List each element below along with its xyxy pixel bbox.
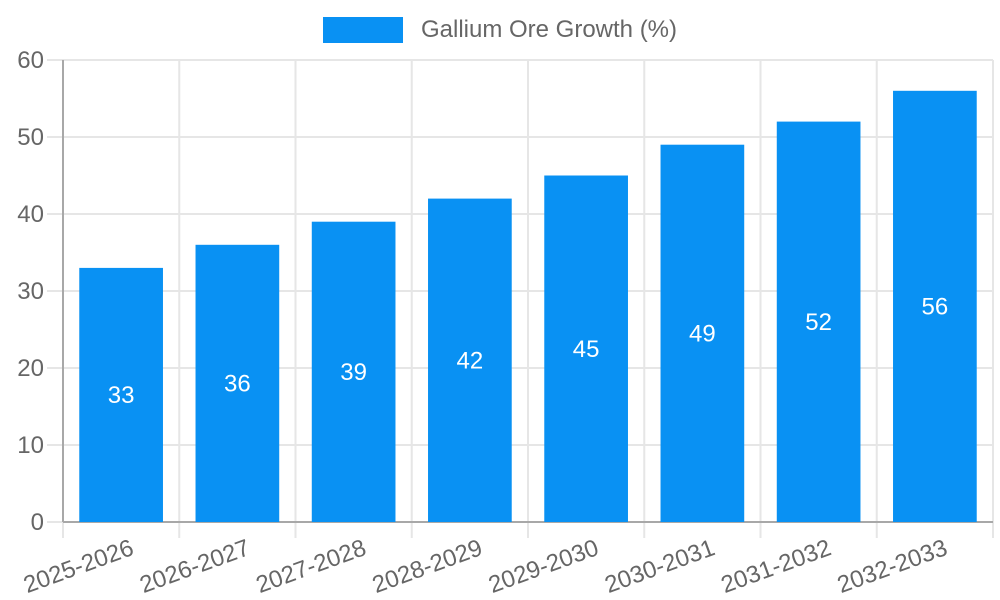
x-tick-label: 2025-2026 — [20, 534, 137, 599]
bar-2029-2030[interactable] — [544, 175, 628, 523]
y-tick-label: 50 — [17, 124, 44, 151]
bar-value-label: 42 — [457, 347, 484, 374]
bar-2031-2032[interactable] — [776, 121, 861, 522]
x-tick-label: 2026-2027 — [136, 534, 253, 599]
x-tick-label: 2032-2033 — [834, 534, 951, 599]
x-tick-label: 2028-2029 — [369, 534, 486, 599]
y-tick-label: 30 — [17, 278, 44, 305]
y-tick-label: 20 — [17, 355, 44, 382]
y-tick-label: 40 — [17, 201, 44, 228]
legend-label: Gallium Ore Growth (%) — [420, 16, 678, 43]
bar-2030-2031[interactable] — [660, 144, 745, 522]
legend[interactable]: Gallium Ore Growth (%) — [0, 17, 1000, 43]
bar-value-label: 56 — [922, 293, 949, 320]
bar-value-label: 49 — [689, 320, 716, 347]
bar-2027-2028[interactable] — [311, 221, 396, 522]
bar-value-label: 33 — [108, 382, 135, 409]
legend-swatch — [322, 17, 403, 43]
x-tick-label: 2031-2032 — [718, 534, 835, 599]
bar-value-label: 52 — [805, 309, 832, 336]
y-tick-label: 60 — [17, 47, 44, 74]
x-tick-label: 2030-2031 — [601, 534, 718, 599]
x-tick-label: 2027-2028 — [253, 534, 370, 599]
y-tick-label: 10 — [17, 432, 44, 459]
bar-value-label: 36 — [224, 370, 251, 397]
x-tick-label: 2029-2030 — [485, 534, 602, 599]
bar-2032-2033[interactable] — [893, 90, 977, 523]
bar-value-label: 39 — [340, 359, 367, 386]
bar-2025-2026[interactable] — [79, 267, 163, 522]
bar-value-label: 45 — [573, 336, 600, 363]
bar-2026-2027[interactable] — [195, 244, 280, 523]
bar-2028-2029[interactable] — [428, 198, 512, 522]
y-tick-label: 0 — [31, 509, 44, 536]
